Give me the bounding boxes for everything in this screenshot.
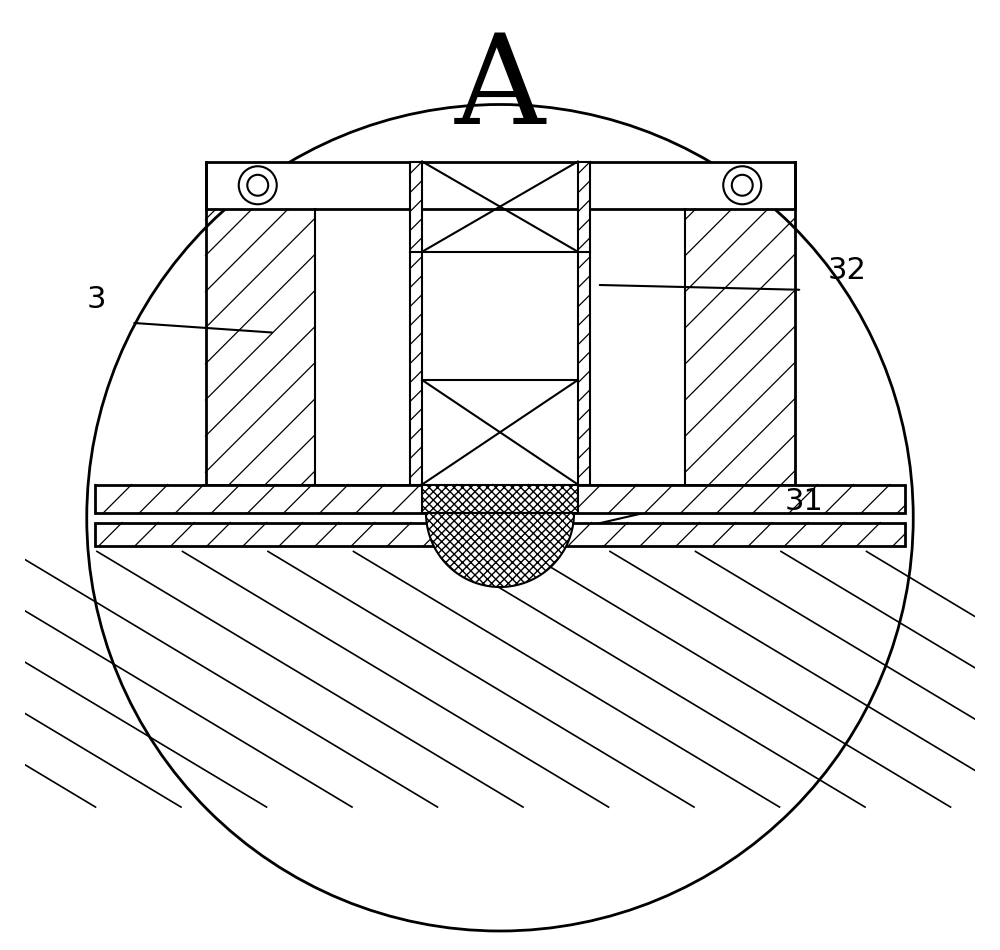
Bar <box>422 484 578 513</box>
Text: 31: 31 <box>785 487 823 516</box>
Circle shape <box>87 104 913 931</box>
Polygon shape <box>426 513 574 587</box>
Bar <box>95 522 905 546</box>
Text: 3: 3 <box>87 285 106 314</box>
Circle shape <box>723 166 761 204</box>
Bar <box>206 162 795 209</box>
Bar <box>95 484 905 513</box>
Text: A: A <box>455 28 545 149</box>
Circle shape <box>239 166 277 204</box>
Bar <box>410 162 422 484</box>
Text: 32: 32 <box>827 256 866 285</box>
Bar <box>315 209 685 485</box>
Bar <box>578 162 590 484</box>
